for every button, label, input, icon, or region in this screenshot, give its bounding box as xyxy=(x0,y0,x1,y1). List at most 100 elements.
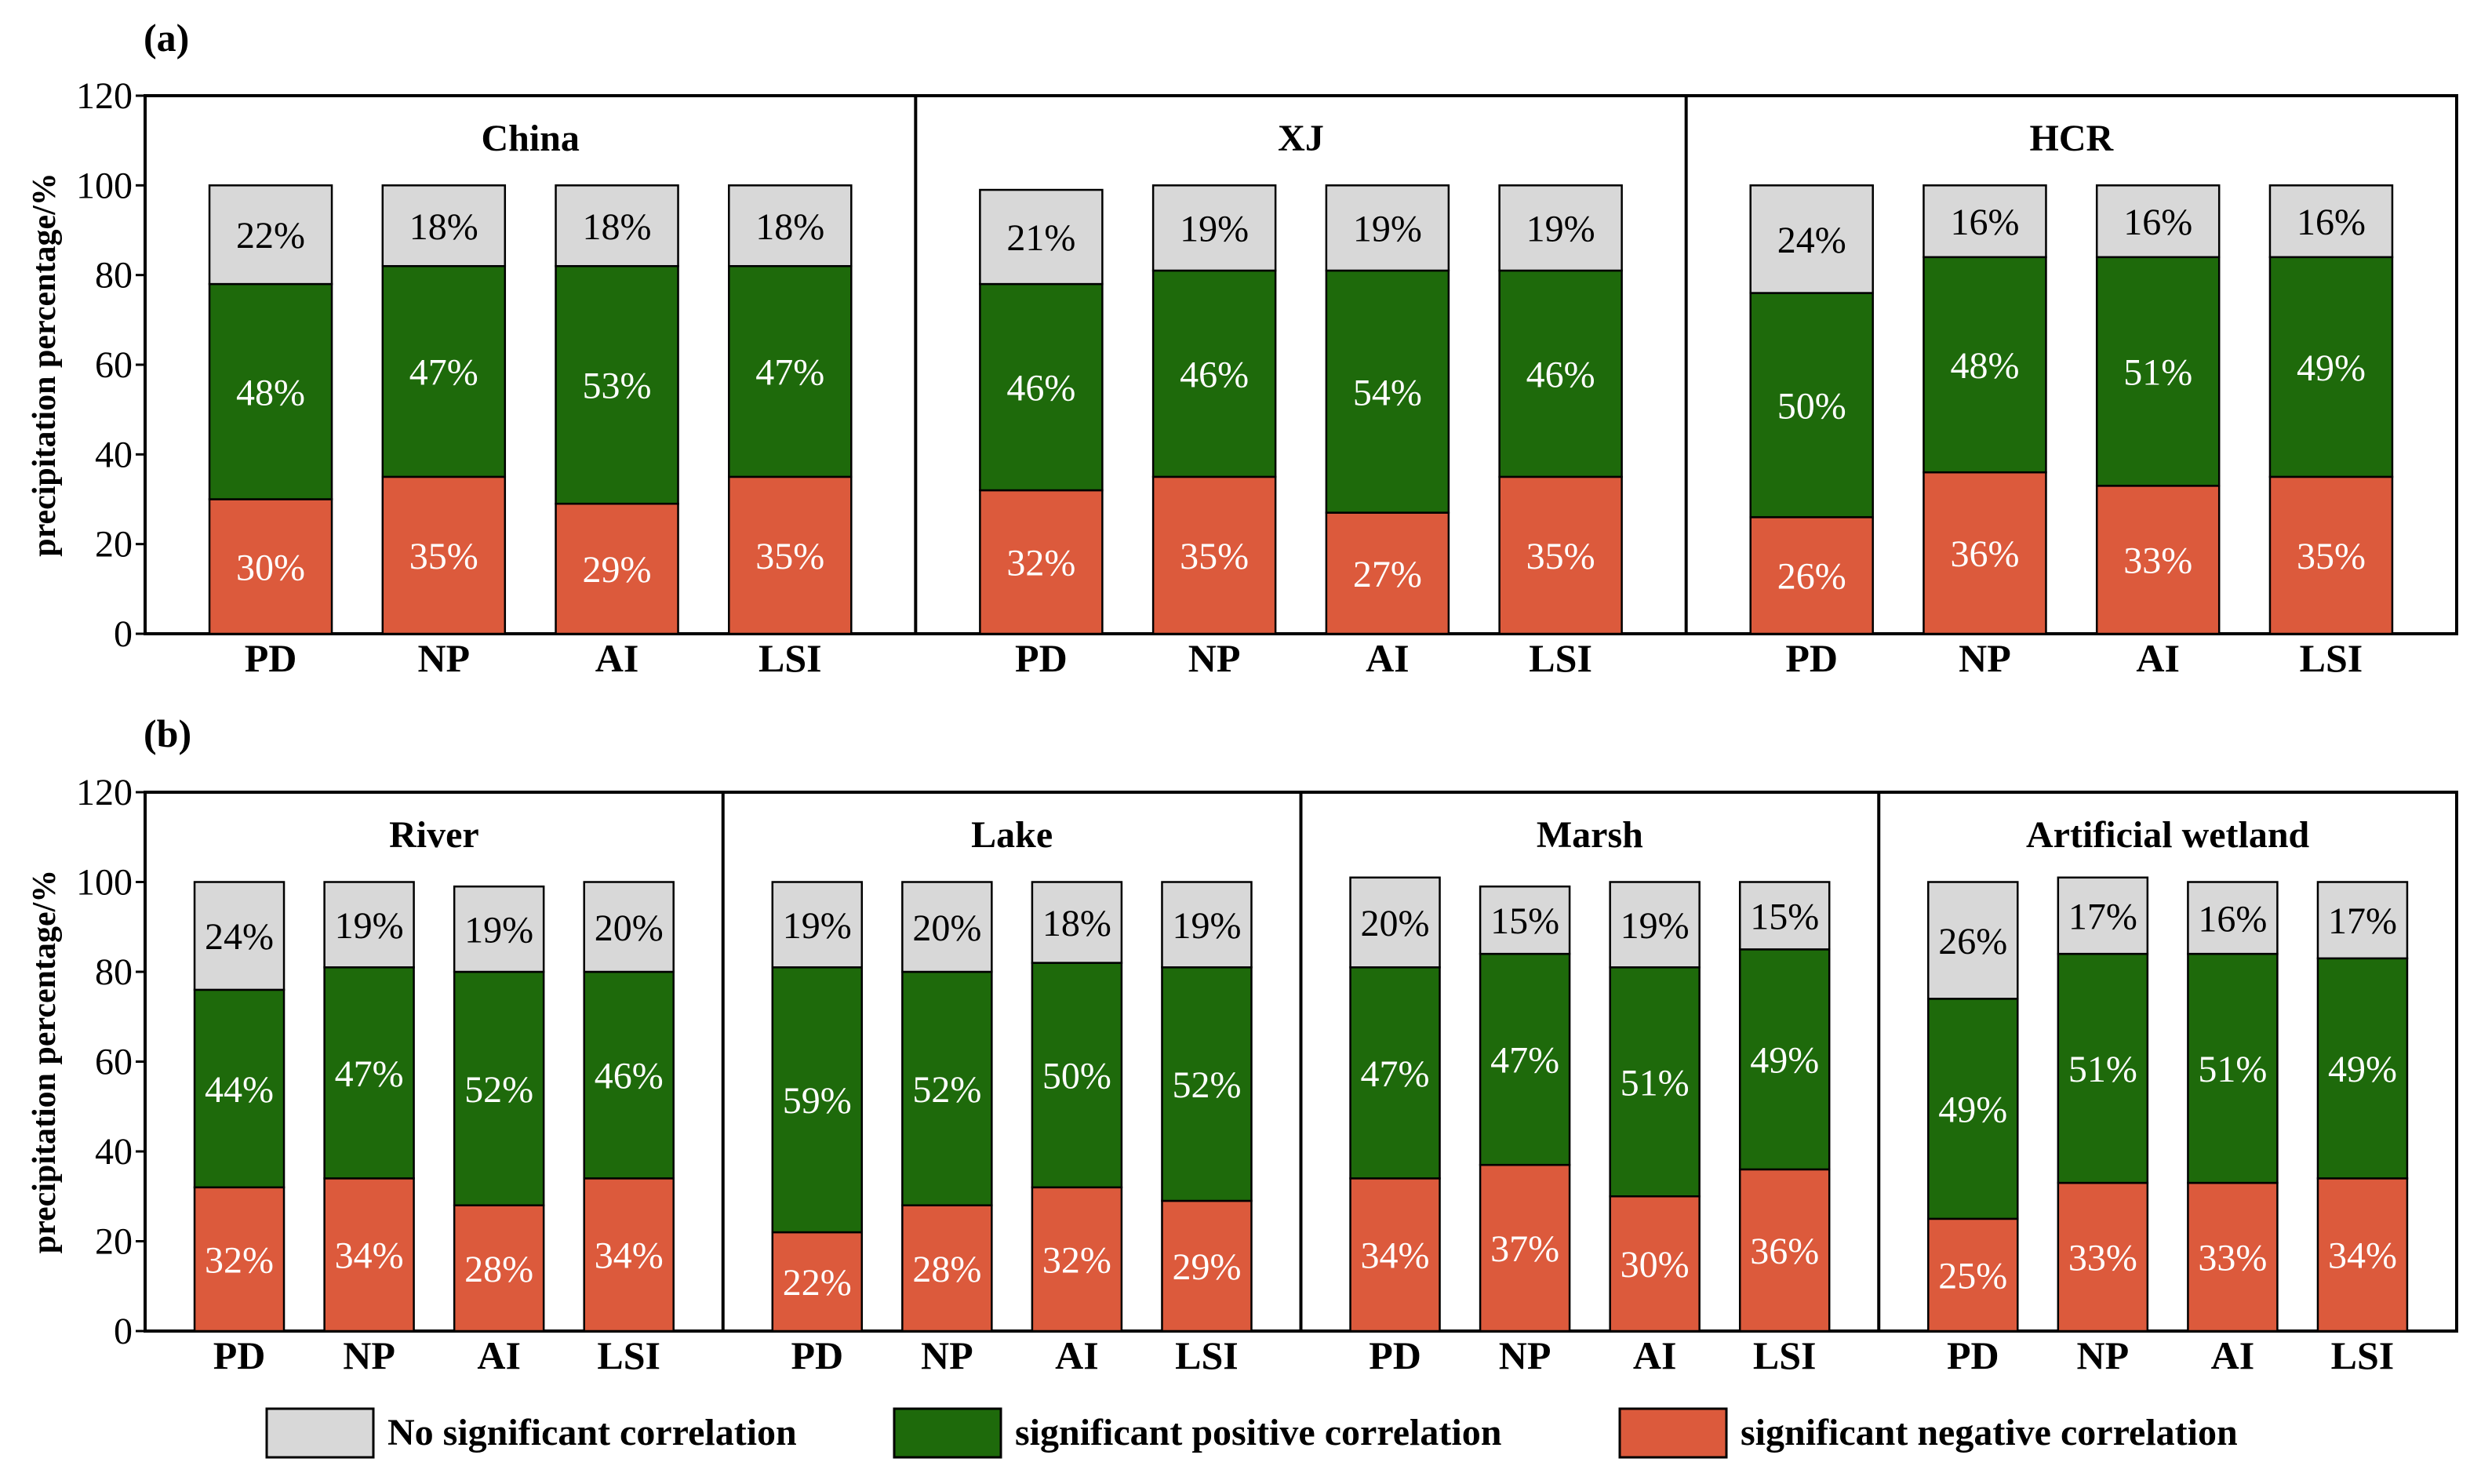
legend-label-negative: significant negative correlation xyxy=(1741,1412,2238,1453)
data-label-none: 19% xyxy=(335,905,404,947)
bar-segment-negative xyxy=(2095,485,2221,635)
bar-segment-negative xyxy=(1151,475,1277,635)
bar-segment-negative xyxy=(555,502,679,635)
x-tick-label: NP xyxy=(1499,1333,1551,1377)
data-label-negative: 34% xyxy=(595,1235,664,1277)
bar-segment-negative xyxy=(453,1204,545,1333)
data-label-none: 18% xyxy=(409,206,478,248)
bar-segment-positive xyxy=(2316,957,2409,1180)
x-tick-label: AI xyxy=(2136,636,2180,680)
data-label-negative: 35% xyxy=(1526,536,1595,577)
group-title: China xyxy=(481,118,579,159)
bar-segment-positive xyxy=(979,282,1104,492)
legend-swatch-positive xyxy=(893,1407,1002,1459)
data-label-negative: 33% xyxy=(2068,1238,2137,1279)
plot-frame xyxy=(144,94,2458,635)
bar-segment-none xyxy=(1498,184,1623,272)
data-label-negative: 30% xyxy=(236,547,305,588)
x-tick-label: PD xyxy=(1947,1333,1999,1377)
data-label-positive: 44% xyxy=(205,1069,274,1111)
data-label-none: 26% xyxy=(1938,921,2007,962)
x-tick-label: LSI xyxy=(2331,1333,2395,1377)
y-axis-label: precipitation percentage/% xyxy=(27,870,63,1254)
data-label-negative: 25% xyxy=(1938,1255,2007,1297)
legend: No significant correlation significant po… xyxy=(265,1407,2238,1459)
bar-segment-positive xyxy=(1609,966,1701,1198)
bar-segment-positive xyxy=(901,970,993,1206)
bar-segment-negative xyxy=(979,489,1104,635)
bar-segment-negative xyxy=(208,498,333,635)
bar-segment-none xyxy=(2057,876,2149,955)
data-label-negative: 34% xyxy=(1361,1235,1430,1277)
bar-segment-negative xyxy=(728,475,853,635)
data-label-negative: 35% xyxy=(409,536,478,577)
bar-segment-none xyxy=(323,881,415,969)
x-tick-label: LSI xyxy=(2300,636,2363,680)
x-tick-label: NP xyxy=(1188,636,1241,680)
data-label-none: 16% xyxy=(1950,202,2019,243)
data-label-negative: 28% xyxy=(912,1249,981,1290)
panel-label: (b) xyxy=(144,711,191,755)
bar-segment-negative xyxy=(1161,1199,1253,1333)
x-tick-label: PD xyxy=(213,1333,266,1377)
data-label-positive: 49% xyxy=(2328,1049,2397,1090)
data-label-positive: 59% xyxy=(783,1080,852,1122)
data-label-positive: 51% xyxy=(1621,1062,1690,1104)
data-label-negative: 27% xyxy=(1353,554,1422,595)
data-label-negative: 22% xyxy=(783,1262,852,1304)
x-tick-label: AI xyxy=(595,636,639,680)
data-label-positive: 53% xyxy=(583,366,652,407)
y-tick-label: 40 xyxy=(95,434,133,475)
group-hcr: HCR 26% 50% 24% PD 36% 48% 16% NP 33% 51% 16% AI 35% 4… xyxy=(1749,118,2394,680)
y-tick-label: 80 xyxy=(95,951,133,993)
data-label-positive: 47% xyxy=(335,1053,404,1095)
group-lake: Lake 22% 59% 19% PD 28% 52% 20% NP 32% 50% 18% AI 29%… xyxy=(771,814,1253,1377)
bar-segment-none xyxy=(1479,885,1571,955)
bar-segment-negative xyxy=(771,1231,864,1333)
bar-segment-positive xyxy=(728,264,853,478)
data-label-none: 19% xyxy=(1526,209,1595,250)
bar-segment-none xyxy=(901,881,993,973)
y-tick-label: 80 xyxy=(95,255,133,296)
bar-segment-none xyxy=(2316,881,2409,960)
y-tick-label: 40 xyxy=(95,1131,133,1173)
bar-segment-none xyxy=(193,881,286,991)
data-label-positive: 51% xyxy=(2123,352,2192,394)
x-tick-label: LSI xyxy=(758,636,822,680)
bar-segment-none xyxy=(1349,876,1441,969)
bar-segment-positive xyxy=(555,264,679,505)
bar-segment-negative xyxy=(323,1177,415,1333)
x-tick-label: PD xyxy=(245,636,297,680)
bar-segment-negative xyxy=(1349,1177,1441,1333)
bar-segment-positive xyxy=(381,264,507,478)
y-tick-label: 0 xyxy=(114,1311,133,1352)
data-label-positive: 46% xyxy=(1180,354,1249,395)
data-label-negative: 30% xyxy=(1621,1244,1690,1286)
group-title: Marsh xyxy=(1537,814,1643,856)
x-tick-label: NP xyxy=(343,1333,395,1377)
data-label-positive: 46% xyxy=(595,1056,664,1097)
group-title: HCR xyxy=(2029,118,2114,159)
data-label-none: 18% xyxy=(1042,903,1111,944)
data-label-positive: 46% xyxy=(1006,368,1075,409)
data-label-negative: 33% xyxy=(2198,1238,2267,1279)
data-label-none: 24% xyxy=(1777,220,1846,261)
panel-label: (a) xyxy=(144,16,189,60)
data-label-negative: 36% xyxy=(1950,533,2019,575)
data-label-negative: 35% xyxy=(755,536,824,577)
x-tick-label: AI xyxy=(1055,1333,1099,1377)
y-tick-label: 20 xyxy=(95,524,133,566)
group-xj: XJ 32% 46% 21% PD 35% 46% 19% NP 27% 54% 19% AI 35% 46… xyxy=(979,118,1623,680)
bar-segment-positive xyxy=(2187,952,2279,1184)
bar-segment-negative xyxy=(1031,1186,1123,1333)
data-label-none: 19% xyxy=(1172,905,1241,947)
bar-segment-positive xyxy=(1325,269,1450,514)
data-label-none: 20% xyxy=(1361,903,1430,944)
data-label-negative: 34% xyxy=(335,1235,404,1277)
data-label-negative: 29% xyxy=(1172,1246,1241,1288)
data-label-none: 20% xyxy=(595,907,664,949)
bar-segment-none xyxy=(1927,881,2019,1000)
data-label-positive: 54% xyxy=(1353,372,1422,413)
data-label-none: 16% xyxy=(2198,898,2267,940)
